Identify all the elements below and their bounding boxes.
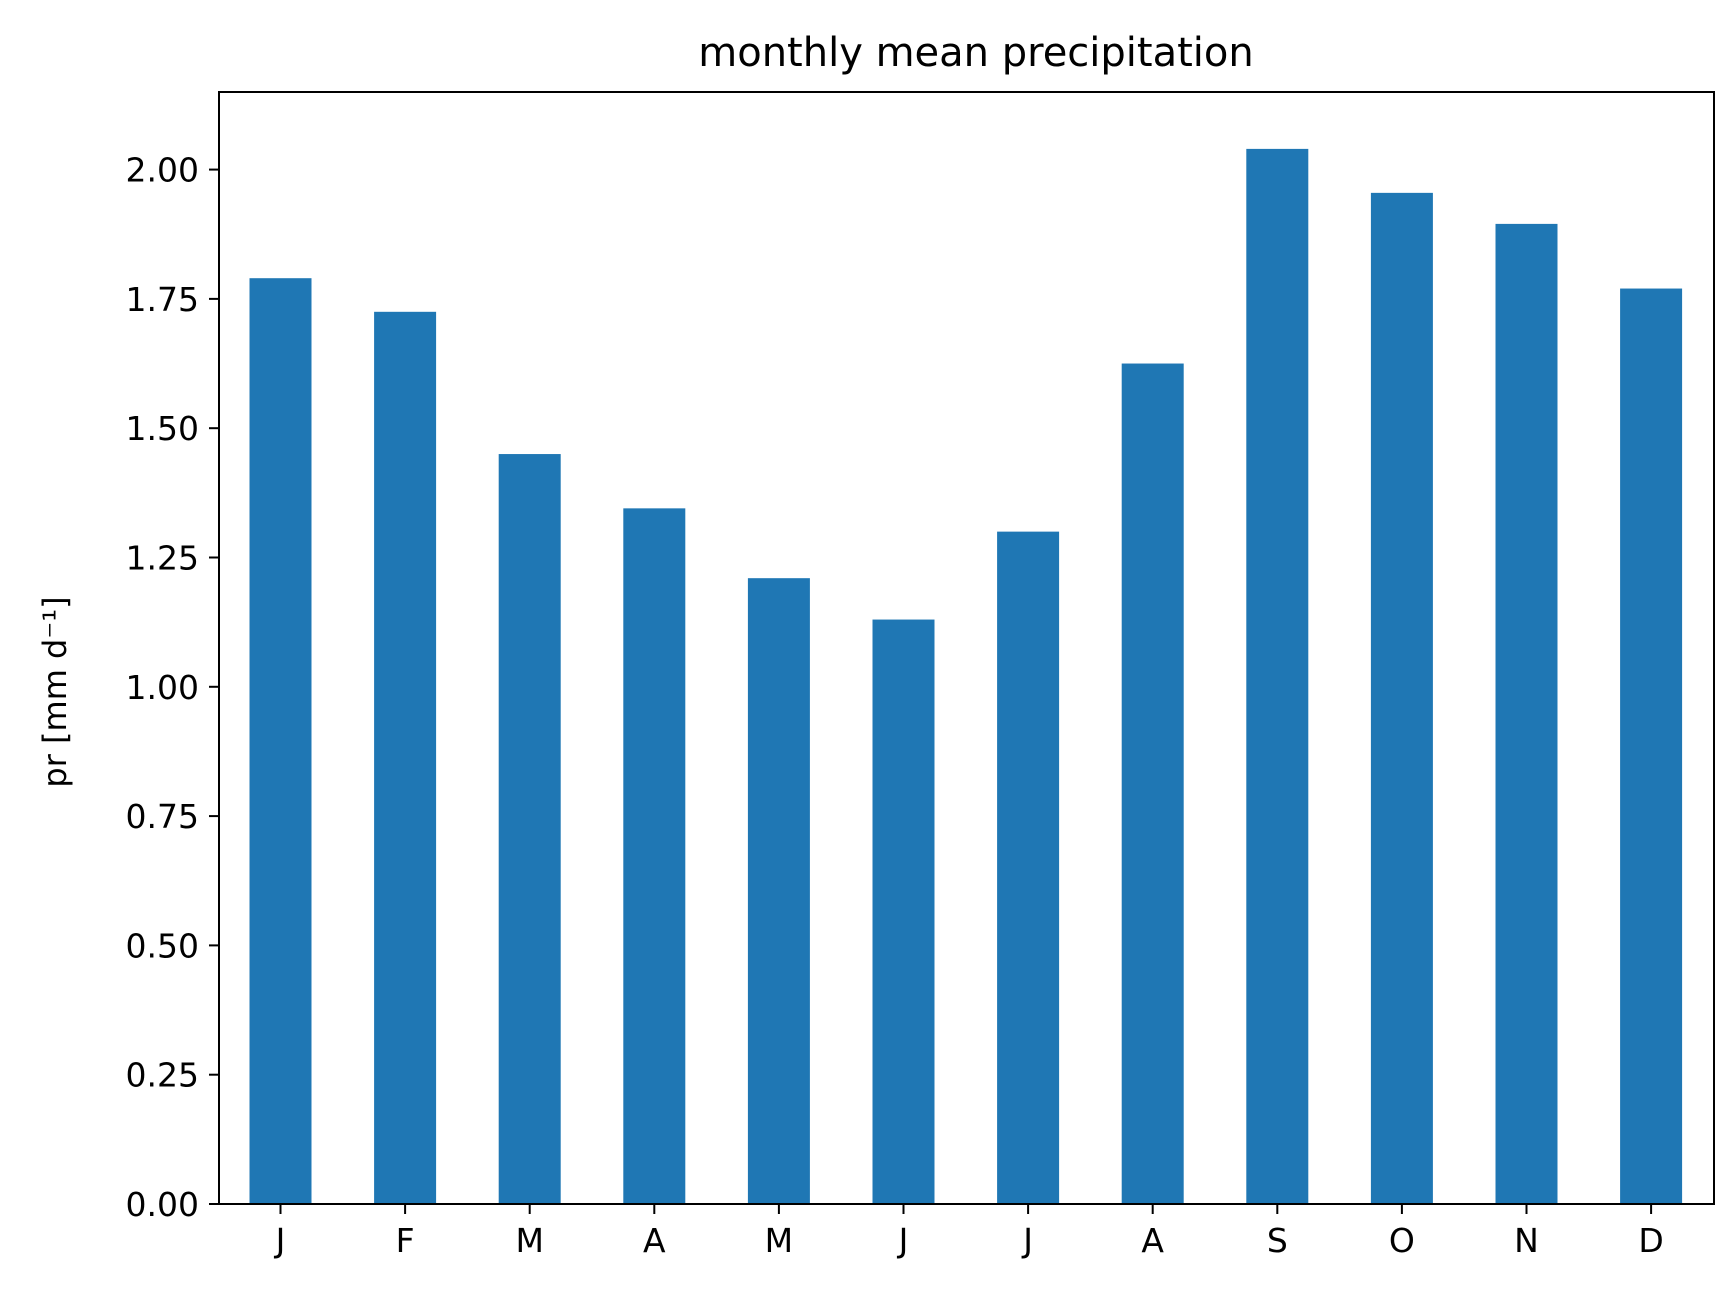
x-tick-label: J xyxy=(1021,1221,1033,1260)
y-ticks-group: 0.00 0.25 0.50 0.75 1.00 1.25 1.50 1.75 2.00 xyxy=(126,151,219,1224)
y-tick-label: 1.25 xyxy=(126,538,199,577)
bar-6 xyxy=(872,619,935,1204)
x-tick-label: D xyxy=(1638,1221,1663,1260)
bar-2 xyxy=(374,311,437,1204)
y-tick-label: 0.50 xyxy=(126,926,199,965)
x-tick-label: A xyxy=(1141,1221,1164,1260)
bar-9 xyxy=(1246,148,1309,1204)
bar-8 xyxy=(1121,363,1184,1204)
y-tick-label: 1.00 xyxy=(126,668,199,707)
x-tick-label: S xyxy=(1267,1221,1288,1260)
bar-1 xyxy=(249,278,312,1204)
bars-group xyxy=(249,148,1683,1205)
x-tick-label: A xyxy=(643,1221,666,1260)
x-tick-label: N xyxy=(1514,1221,1539,1260)
bar-4 xyxy=(623,508,686,1205)
y-axis-label: pr [mm d⁻¹] xyxy=(36,596,74,787)
chart-title: monthly mean precipitation xyxy=(698,30,1253,76)
plot-frame xyxy=(218,91,1715,1205)
y-tick-label: 1.50 xyxy=(126,409,199,448)
x-tick-label: J xyxy=(274,1221,286,1260)
x-tick-label: J xyxy=(897,1221,909,1260)
bar-11 xyxy=(1495,223,1558,1204)
x-tick-label: M xyxy=(515,1221,543,1260)
bar-7 xyxy=(997,531,1060,1204)
bar-3 xyxy=(498,454,561,1204)
x-tick-label: O xyxy=(1389,1221,1415,1260)
bar-12 xyxy=(1620,288,1683,1204)
x-tick-label: M xyxy=(765,1221,793,1260)
bar-5 xyxy=(747,578,810,1204)
y-tick-label: 0.25 xyxy=(126,1056,199,1095)
y-tick-label: 0.00 xyxy=(126,1185,199,1224)
bar-10 xyxy=(1370,192,1433,1205)
y-tick-label: 0.75 xyxy=(126,797,199,836)
y-tick-label: 1.75 xyxy=(126,280,199,319)
x-tick-label: F xyxy=(396,1221,415,1260)
y-tick-label: 2.00 xyxy=(126,151,199,190)
